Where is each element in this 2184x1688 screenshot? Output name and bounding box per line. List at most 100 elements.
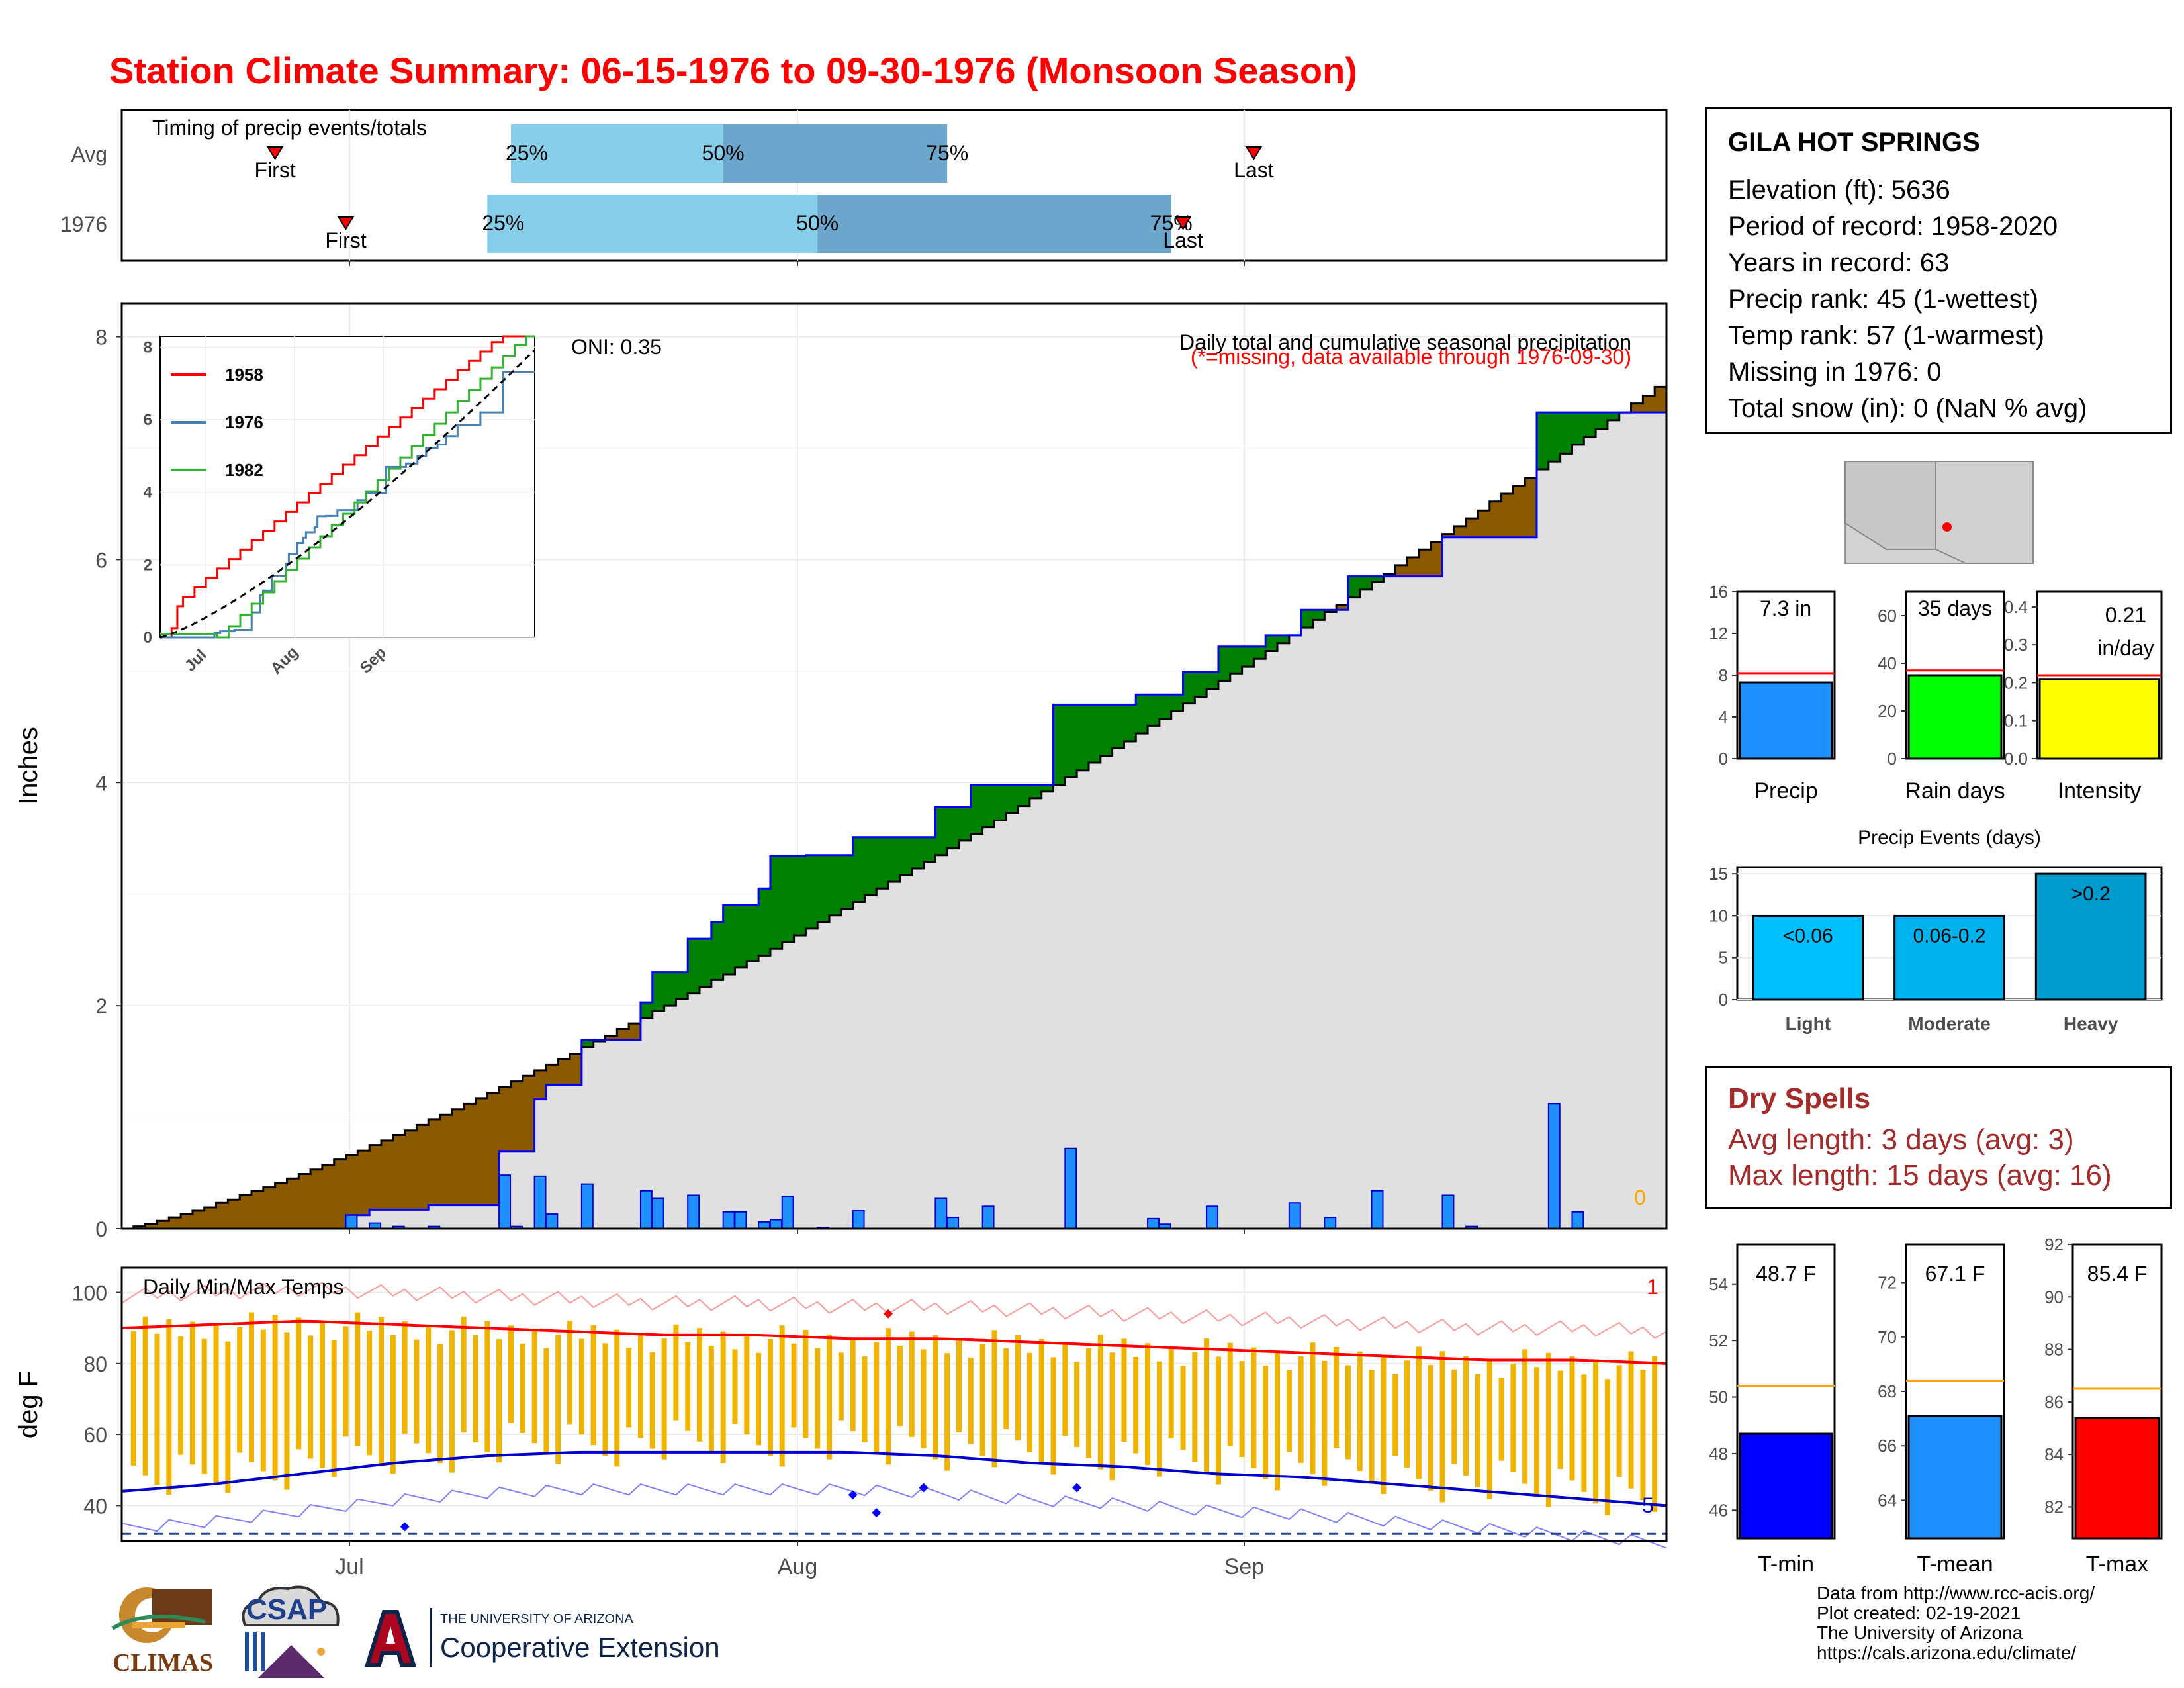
mini-bar-Intensity (2038, 678, 2160, 760)
precip-value-label: 7.3 in (1760, 596, 1811, 620)
daily-temp-bar (1180, 1366, 1186, 1450)
climas-logo: CLIMAS (106, 1582, 218, 1681)
precip-events-bar-label: 0.06-0.2 (1913, 925, 1985, 947)
daily-temp-bar (614, 1329, 620, 1467)
mini-bar-tick-label: 0 (1888, 749, 1897, 769)
daily-temp-bar (1404, 1360, 1410, 1468)
daily-temp-bar (520, 1343, 525, 1433)
cumulative-anomaly-fill (534, 1070, 547, 1100)
cumulative-base-fill (558, 1084, 570, 1229)
cumulative-base-fill (1477, 537, 1490, 1229)
cumulative-base-fill (1371, 582, 1384, 1229)
daily-temp-bar (661, 1338, 667, 1460)
cumulative-anomaly-fill (1088, 704, 1101, 763)
cumulative-base-fill (1206, 688, 1219, 1229)
map-region-east (1935, 461, 2034, 564)
daily-temp-bar (1486, 1360, 1492, 1499)
cumulative-base-fill (852, 902, 866, 1229)
cumulative-anomaly-fill (192, 1211, 205, 1229)
record-marker (400, 1522, 410, 1532)
cumulative-base-fill (888, 882, 901, 1229)
cumulative-base-fill (688, 993, 700, 1229)
record-marker (872, 1508, 882, 1518)
cumulative-anomaly-fill (629, 1023, 641, 1041)
temp-bar-value-T-mean: 67.1 F (1925, 1262, 1985, 1286)
daily-temp-bar (886, 1328, 891, 1465)
mini-bar-tick-label: 0 (1719, 749, 1728, 769)
cumulative-anomaly-fill (1006, 784, 1019, 813)
cumulative-anomaly-fill (805, 855, 818, 929)
daily-precip-bar (946, 1217, 960, 1229)
cumulative-anomaly-fill (1513, 486, 1525, 538)
temp-bar-T-max (2074, 1417, 2160, 1540)
daily-temp-bar (213, 1324, 219, 1484)
cumulative-anomaly-fill (1359, 576, 1373, 590)
cumulative-base-fill (522, 1151, 535, 1229)
cumulative-anomaly-fill (463, 1103, 477, 1205)
timing-row-label-1976: 1976 (60, 212, 107, 236)
cumulative-anomaly-fill (1077, 704, 1089, 771)
daily-temp-bar (343, 1326, 349, 1437)
cumulative-anomaly-fill (1242, 646, 1255, 667)
cumulative-anomaly-fill (1607, 412, 1620, 420)
cumulative-base-fill (1100, 755, 1113, 1229)
cumulative-base-fill (1383, 576, 1396, 1229)
daily-temp-bar (850, 1338, 856, 1431)
mini-bar-tick-label: 0.0 (2004, 749, 2028, 769)
cumulative-anomaly-fill (1277, 635, 1290, 643)
station-precip-rank: Precip rank: 45 (1-wettest) (1728, 285, 2039, 314)
daily-temp-bar (1581, 1374, 1587, 1492)
cumulative-anomaly-fill (1148, 694, 1160, 726)
cumulative-anomaly-fill (428, 1119, 441, 1205)
cumulative-base-fill (1112, 748, 1125, 1229)
station-missing: Missing in 1976: 0 (1728, 357, 1942, 387)
credit-university: The University of Arizona (1817, 1622, 2023, 1643)
daily-precip-bar (580, 1183, 594, 1229)
temp-bar-tick-label: 64 (1878, 1490, 1897, 1510)
cumulative-anomaly-fill (782, 856, 795, 943)
cumulative-base-fill (1300, 628, 1314, 1229)
cumulative-anomaly-fill (1383, 574, 1396, 577)
cumulative-anomaly-fill (1159, 694, 1172, 720)
cumulative-anomaly-fill (204, 1207, 217, 1229)
cumulative-base-fill (617, 1040, 629, 1229)
daily-precip-bar (1206, 1205, 1219, 1229)
station-info-box: GILA HOT SPRINGS Elevation (ft): 5636 Pe… (1705, 107, 2172, 434)
cumulative-anomaly-fill (770, 856, 783, 949)
record-marker (1072, 1483, 1082, 1493)
daily-temp-bar (1251, 1347, 1257, 1468)
cumulative-anomaly-fill (735, 905, 747, 968)
cumulative-anomaly-fill (275, 1182, 288, 1229)
precip-ytick-label: 6 (95, 548, 107, 572)
cumulative-base-fill (629, 1040, 641, 1229)
mini-bar-tick-label: 16 (1709, 582, 1728, 602)
temp-bar-tick-label: 86 (2044, 1392, 2064, 1412)
daily-temp-bar (732, 1349, 738, 1424)
daily-precip-bar (734, 1211, 747, 1230)
last-event-label: Last (1163, 228, 1203, 252)
daily-precip-bar (533, 1175, 547, 1230)
cumulative-anomaly-fill (723, 905, 736, 974)
cumulative-base-fill (1077, 770, 1089, 1229)
daily-temp-bar (602, 1343, 608, 1456)
cumulative-base-fill (1324, 612, 1337, 1229)
cumulative-anomaly-fill (1124, 704, 1136, 741)
record-high-line (121, 1282, 1667, 1339)
daily-temp-bar (815, 1348, 821, 1449)
daily-temp-bar (1334, 1346, 1340, 1448)
inset-ytick-label: 0 (144, 629, 152, 647)
temp-bar-tick-label: 92 (2044, 1235, 2064, 1254)
cumulative-base-fill (1136, 733, 1148, 1229)
daily-temp-bar (1628, 1351, 1634, 1489)
daily-temp-bar (791, 1343, 797, 1428)
daily-temp-bar (897, 1346, 903, 1427)
ua-divider (430, 1608, 432, 1667)
cumulative-base-fill (1395, 576, 1408, 1229)
mini-bar-tick-label: 12 (1709, 624, 1728, 643)
cumulative-anomaly-fill (1265, 635, 1278, 651)
daily-temp-bar (637, 1334, 643, 1438)
timing-bar-q1 (510, 124, 723, 183)
cumulative-anomaly-fill (1347, 576, 1361, 598)
cumulative-anomaly-fill (1206, 672, 1219, 689)
precip-legend-line1: Daily total and cumulative seasonal prec… (1179, 330, 1631, 354)
